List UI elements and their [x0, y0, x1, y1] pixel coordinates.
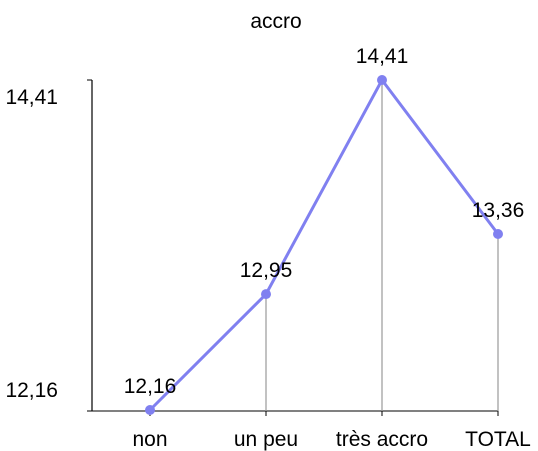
data-label: 12,95: [240, 259, 293, 282]
data-label: 13,36: [472, 199, 525, 222]
data-point: [377, 75, 387, 85]
x-tick-label: un peu: [234, 428, 298, 451]
data-point: [145, 405, 155, 415]
data-label: 12,16: [124, 375, 177, 398]
series-line: [148, 78, 500, 412]
x-tick-label: TOTAL: [465, 428, 531, 451]
y-tick-label: 14,41: [5, 86, 58, 109]
chart-title: accro: [250, 10, 301, 33]
data-point: [261, 289, 271, 300]
data-label: 14,41: [356, 45, 409, 68]
x-tick-label: non: [132, 428, 167, 451]
x-tick-label: très accro: [336, 428, 428, 451]
y-tick-label: 12,16: [5, 379, 58, 402]
data-point: [493, 229, 503, 239]
